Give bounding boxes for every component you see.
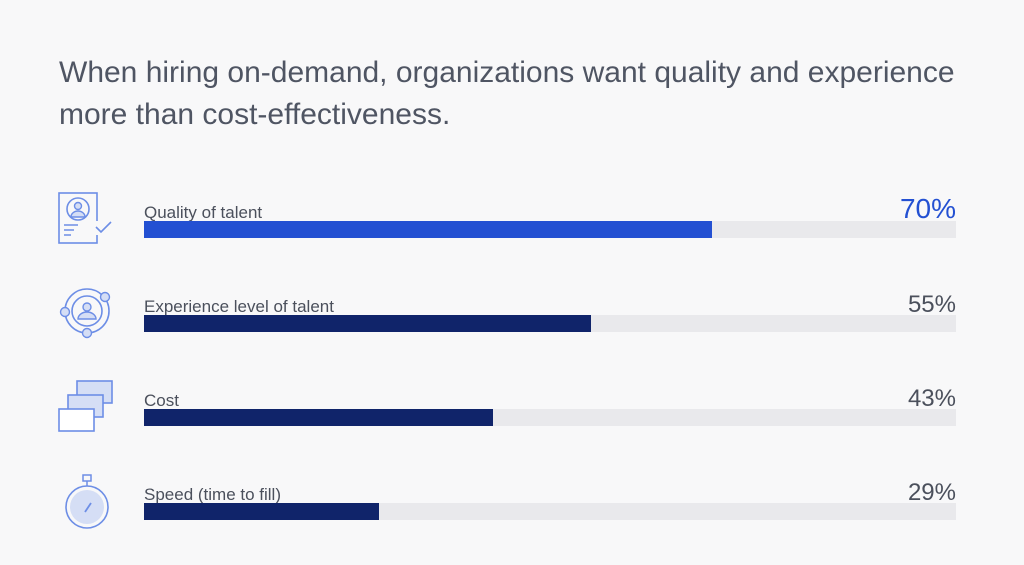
- bar-label: Speed (time to fill): [144, 485, 281, 504]
- bar: [144, 221, 713, 238]
- bar-row: Experience level of talent 55%: [0, 288, 1024, 377]
- value-label: 70%: [899, 193, 956, 224]
- bar-row: Speed (time to fill) 29%: [0, 474, 1024, 565]
- stacked-windows-icon: [58, 380, 113, 432]
- bar-label: Cost: [144, 391, 179, 410]
- bar-label: Quality of talent: [144, 203, 263, 222]
- bar-track: [144, 221, 956, 238]
- bar-label: Experience level of talent: [144, 297, 334, 316]
- bar: [144, 409, 494, 426]
- bar-track: [144, 315, 956, 332]
- bar-row: Cost 43%: [0, 380, 1024, 471]
- bar-track: [144, 409, 956, 426]
- value-label: 43%: [907, 385, 956, 412]
- stopwatch-icon: [65, 474, 109, 529]
- bar-track: [144, 503, 956, 520]
- profile-check-icon: [58, 192, 112, 244]
- value-label: 29%: [907, 479, 956, 506]
- chart-title: When hiring on-demand, organizations wan…: [59, 56, 955, 131]
- bar: [144, 315, 591, 332]
- bar-row: Quality of talent 70%: [0, 192, 1024, 283]
- bar: [144, 503, 380, 520]
- person-orbit-icon: [59, 288, 111, 339]
- value-label: 55%: [907, 291, 956, 318]
